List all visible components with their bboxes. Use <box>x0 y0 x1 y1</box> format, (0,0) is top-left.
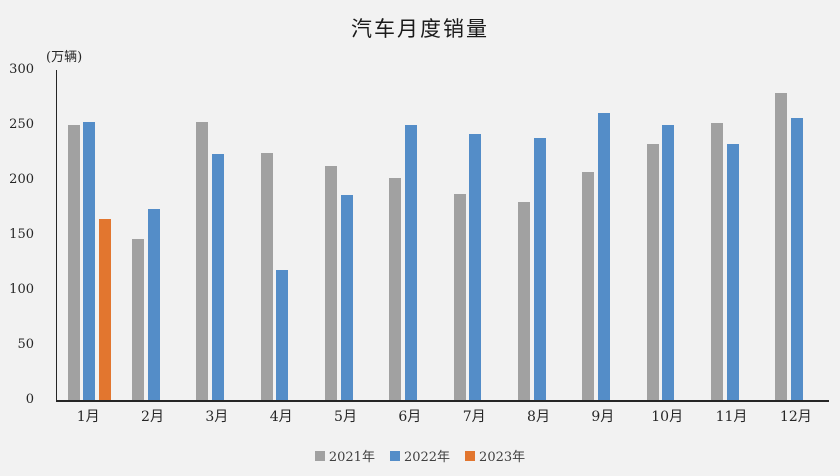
y-tick-label: 100 <box>9 282 34 297</box>
y-axis-unit-label: (万辆) <box>46 50 83 65</box>
legend: 2021年 2022年 2023年 <box>0 446 840 465</box>
x-axis-label: 12月 <box>779 409 812 425</box>
legend-swatch <box>389 450 400 461</box>
y-tick-label: 50 <box>17 337 34 352</box>
legend-label: 2023年 <box>479 450 526 465</box>
bar <box>775 93 788 400</box>
bar <box>646 143 659 400</box>
x-axis-label: 7月 <box>462 409 486 425</box>
legend-swatch <box>314 450 325 461</box>
legend-item: 2022年 <box>389 446 451 465</box>
legend-item: 2023年 <box>465 446 525 465</box>
plot-area <box>56 70 829 402</box>
bar <box>83 121 96 400</box>
bar <box>726 143 739 400</box>
x-axis-label: 1月 <box>76 409 100 425</box>
bar <box>196 121 209 400</box>
bar <box>582 172 595 400</box>
chart-title: 汽车月度销量 <box>351 17 489 41</box>
bar <box>98 218 111 400</box>
bar <box>132 239 144 400</box>
bar <box>147 208 160 400</box>
legend-label: 2021年 <box>328 450 375 465</box>
bar <box>404 125 417 400</box>
bar <box>790 118 803 400</box>
x-axis-label: 5月 <box>334 409 357 425</box>
y-tick-label: 300 <box>9 62 34 77</box>
y-tick-label: 250 <box>9 117 34 132</box>
y-tick-label: 0 <box>25 392 34 407</box>
x-axis-label: 2月 <box>141 409 164 425</box>
y-tick-label: 150 <box>9 227 34 242</box>
x-axis-label: 8月 <box>527 409 550 425</box>
x-axis-label: 3月 <box>205 409 229 425</box>
bar <box>211 153 224 400</box>
x-axis-label: 11月 <box>715 409 748 425</box>
bar <box>597 112 610 400</box>
x-axis-label: 4月 <box>269 409 293 425</box>
legend-label: 2022年 <box>403 450 451 465</box>
x-axis-label: 10月 <box>651 409 684 425</box>
x-axis-label: 6月 <box>398 409 422 425</box>
bar <box>340 195 353 400</box>
bar <box>662 125 675 400</box>
bar <box>389 177 402 400</box>
bar <box>67 125 80 400</box>
bar <box>325 165 337 400</box>
legend-swatch <box>465 450 476 461</box>
bar <box>518 202 530 400</box>
bar <box>260 152 273 400</box>
bar <box>533 138 546 400</box>
x-axis-label: 9月 <box>591 409 615 425</box>
bar <box>711 122 723 400</box>
bar <box>453 194 466 400</box>
bar <box>276 270 289 400</box>
legend-item: 2021年 <box>314 446 375 465</box>
bar <box>469 133 482 400</box>
y-tick-label: 200 <box>9 172 34 187</box>
